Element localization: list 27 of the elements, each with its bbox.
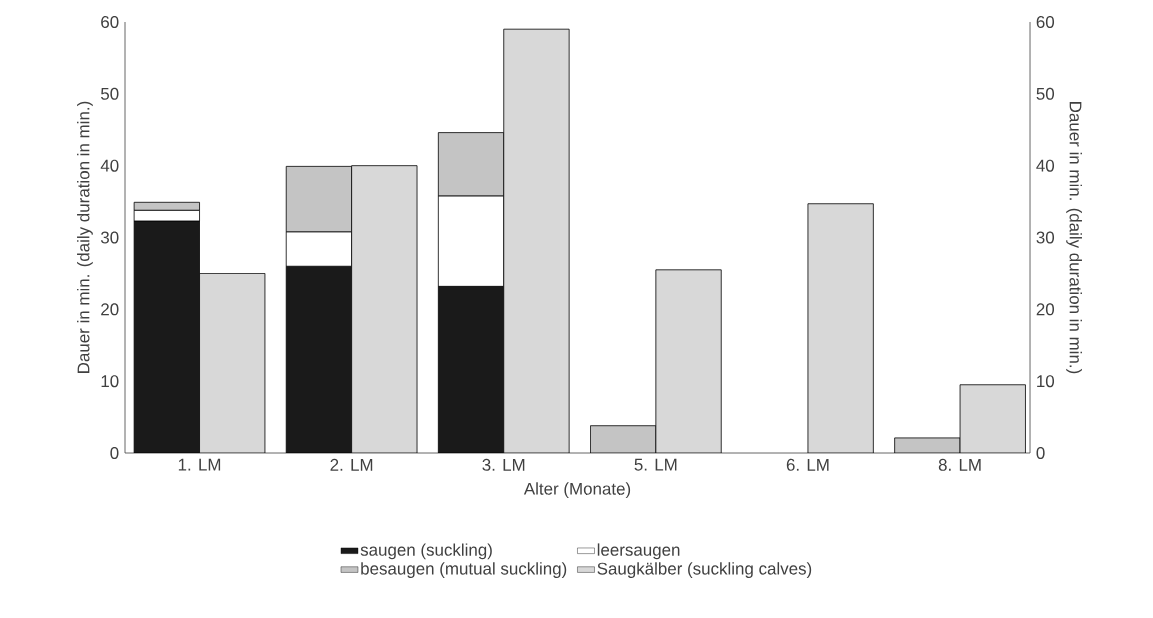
legend-label: Saugkälber (suckling calves) (597, 562, 812, 578)
y-tick-label: 50 (100, 87, 119, 100)
y2-tick-label: 60 (1036, 16, 1055, 28)
y-tick-label: 60 (101, 16, 119, 28)
y2-tick-label: 0 (1036, 447, 1045, 459)
y-axis-title: Dauer in min. (daily duration in min.) (77, 101, 93, 373)
y-tick-label: 30 (100, 231, 119, 244)
x-tick-label: 1. LM (178, 458, 221, 471)
y2-tick-label: 50 (1036, 87, 1055, 100)
x-tick-label: 5. LM (634, 458, 677, 471)
x-tick-label: 6. LM (786, 458, 829, 471)
y2-tick-label: 10 (1037, 375, 1055, 388)
y2-tick-label: 40 (1036, 159, 1055, 172)
x-axis-title: Alter (Monate) (523, 482, 631, 499)
x-tick-label: 3. LM (482, 458, 525, 471)
x-tick-label: 8. LM (938, 458, 981, 471)
x-tick-label: 2. LM (330, 458, 373, 471)
legend-label: saugen (suckling) (360, 543, 492, 560)
legend-label: besaugen (mutual suckling) (361, 562, 567, 578)
y2-tick-label: 20 (1036, 303, 1055, 316)
y2-axis-title: Dauer in min. (daily duration in min.) (1066, 102, 1082, 374)
y-tick-label: 40 (100, 159, 119, 172)
legend-label: leersaugen (597, 543, 680, 560)
y-tick-label: 20 (101, 303, 119, 316)
y2-tick-label: 30 (1036, 231, 1055, 244)
y-tick-label: 10 (101, 375, 119, 388)
y-tick-label: 0 (110, 447, 119, 459)
